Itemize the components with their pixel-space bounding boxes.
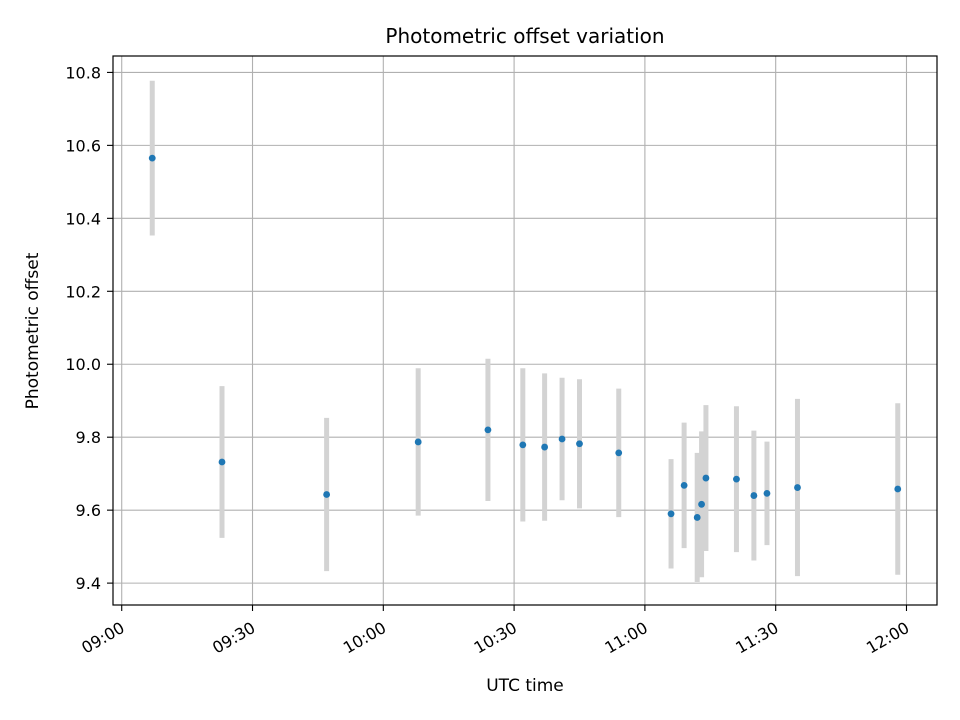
- y-tick-label: 9.6: [76, 501, 101, 520]
- data-point: [693, 514, 701, 521]
- data-point: [680, 481, 688, 489]
- data-point: [750, 492, 758, 499]
- x-axis-label: UTC time: [486, 676, 564, 696]
- data-point: [218, 458, 226, 466]
- grid: [113, 56, 937, 605]
- chart-title: Photometric offset variation: [385, 24, 664, 48]
- data-point: [484, 426, 492, 434]
- data-point: [576, 440, 583, 448]
- data-point: [519, 441, 527, 449]
- plot-frame: [112, 55, 938, 606]
- y-tick-label: 10.8: [65, 63, 101, 82]
- data-point: [698, 500, 705, 508]
- data-point: [894, 485, 902, 493]
- data-point: [615, 449, 623, 457]
- y-axis-ticks: 9.4 9.6 9.8 10.0 10.2 10.4 10.6 10.8: [65, 63, 113, 593]
- y-tick-label: 10.6: [65, 136, 101, 155]
- data-point: [323, 491, 331, 498]
- data-points: [148, 154, 902, 521]
- data-point: [763, 489, 771, 497]
- data-point: [148, 154, 156, 162]
- data-point: [702, 474, 710, 482]
- data-point: [794, 484, 801, 491]
- data-point: [541, 443, 549, 451]
- y-tick-label: 9.8: [76, 428, 101, 447]
- y-tick-label: 10.2: [65, 282, 101, 301]
- data-point: [414, 438, 422, 446]
- y-tick-label: 9.4: [76, 574, 101, 593]
- data-point: [667, 510, 675, 518]
- data-point: [558, 435, 566, 443]
- y-tick-label: 10.0: [65, 355, 101, 374]
- y-axis-label: Photometric offset: [23, 252, 43, 409]
- y-tick-label: 10.4: [65, 209, 101, 228]
- data-point: [733, 475, 740, 483]
